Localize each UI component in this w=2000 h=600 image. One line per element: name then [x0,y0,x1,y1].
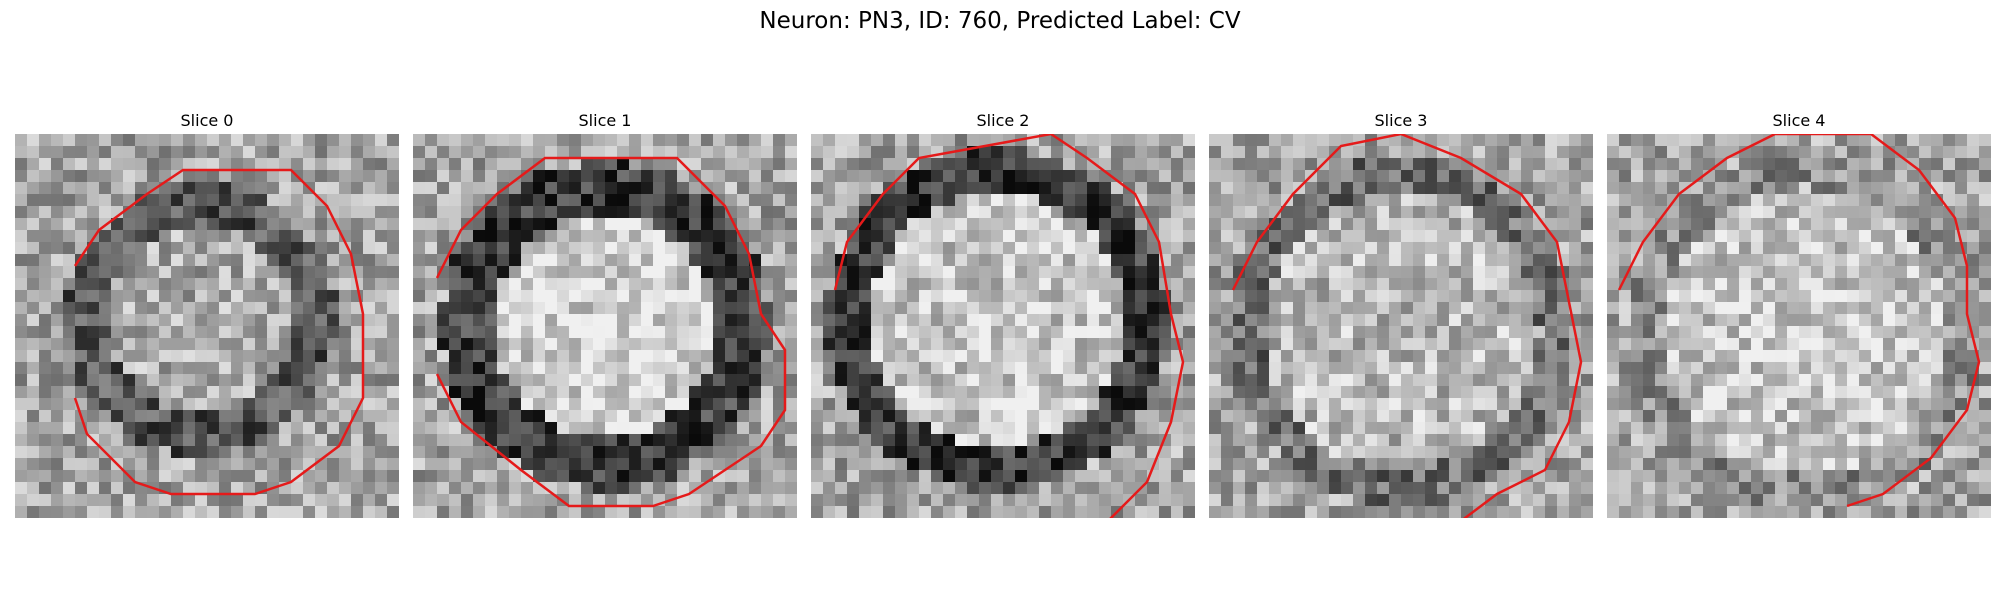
slice-image-0 [15,134,399,518]
slice-image-3 [1209,134,1593,518]
slice-pixels [15,134,399,518]
slice-panel-4: Slice 4 [1607,110,1991,518]
slice-image-2 [811,134,1195,518]
segmentation-contour [1231,134,1583,518]
slice-panel-2: Slice 2 [811,110,1195,518]
slice-image-1 [413,134,797,518]
slice-panel-0: Slice 0 [15,110,399,518]
slice-title-0: Slice 0 [180,111,234,130]
figure-title: Neuron: PN3, ID: 760, Predicted Label: C… [759,8,1241,34]
slice-panel-1: Slice 1 [413,110,797,518]
segmentation-contour [73,168,365,496]
segmentation-contour [435,156,787,508]
slice-title-4: Slice 4 [1772,111,1826,130]
slice-panel-3: Slice 3 [1209,110,1593,518]
slice-title-3: Slice 3 [1374,111,1428,130]
slice-pixels [811,134,1195,518]
slice-title-2: Slice 2 [976,111,1030,130]
segmentation-contour [833,134,1185,518]
slice-image-4 [1607,134,1991,518]
slice-title-1: Slice 1 [578,111,632,130]
slice-pixels [1607,134,1991,518]
slice-pixels [1209,134,1593,518]
segmentation-contour [1617,134,1981,508]
